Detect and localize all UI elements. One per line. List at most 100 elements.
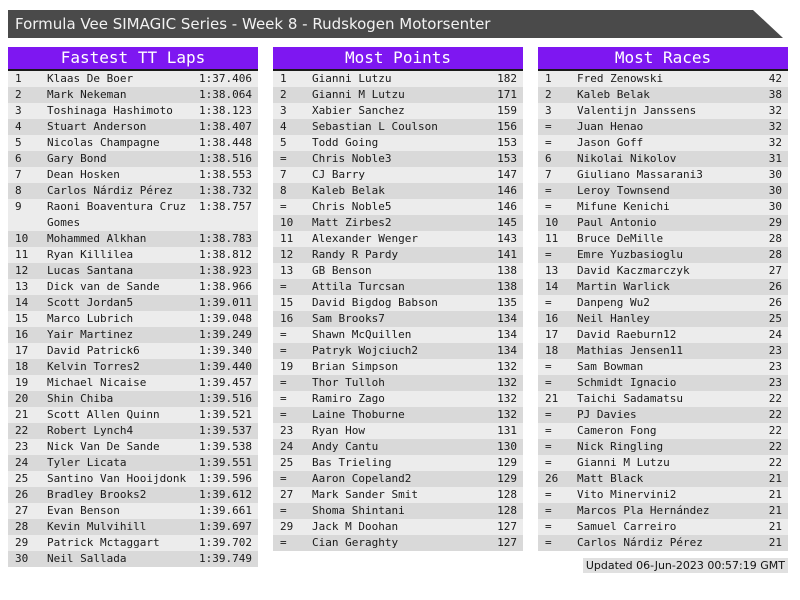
row-value: 38 bbox=[768, 88, 782, 101]
row-name: Carlos Nárdiz Pérez bbox=[47, 184, 173, 197]
row-rank: 27 bbox=[280, 488, 294, 501]
row-name: Santino Van Hooijdonk bbox=[47, 472, 187, 485]
table-row: 21 Scott Allen Quinn 1:39.521 bbox=[8, 407, 258, 423]
row-rank: 23 bbox=[280, 424, 294, 437]
row-value: 22 bbox=[768, 440, 782, 453]
table-row: = Chris Noble3 153 bbox=[273, 151, 523, 167]
row-value: 21 bbox=[768, 472, 782, 485]
row-rank: 14 bbox=[15, 296, 29, 309]
row-name: Yair Martinez bbox=[47, 328, 134, 341]
row-value: 29 bbox=[768, 216, 782, 229]
row-name: David Patrick6 bbox=[47, 344, 140, 357]
row-value: 21 bbox=[768, 504, 782, 517]
row-name: Mark Sander Smit bbox=[312, 488, 418, 501]
row-name: Cian Geraghty bbox=[312, 536, 399, 549]
row-value: 134 bbox=[497, 328, 517, 341]
row-name: Fred Zenowski bbox=[577, 72, 664, 85]
row-name: Nick Ringling bbox=[577, 440, 664, 453]
row-value: 182 bbox=[497, 72, 517, 85]
row-rank: = bbox=[545, 488, 552, 501]
row-value: 129 bbox=[497, 472, 517, 485]
table-row: = Thor Tulloh 132 bbox=[273, 375, 523, 391]
leaderboard-panels: Fastest TT Laps 1 Klaas De Boer 1:37.406 2 M… bbox=[8, 47, 788, 567]
row-rank: = bbox=[280, 408, 287, 421]
row-name: Shawn McQuillen bbox=[312, 328, 412, 341]
row-name: Leroy Townsend bbox=[577, 184, 670, 197]
row-name: Marcos Pla Hernández bbox=[577, 504, 710, 517]
table-row: 2 Kaleb Belak 38 bbox=[538, 87, 788, 103]
row-value: 26 bbox=[768, 296, 782, 309]
table-row: 17 David Raeburn12 24 bbox=[538, 327, 788, 343]
table-row: 27 Mark Sander Smit 128 bbox=[273, 487, 523, 503]
row-rank: = bbox=[280, 504, 287, 517]
row-name: Danpeng Wu2 bbox=[577, 296, 650, 309]
row-name: Matt Zirbes2 bbox=[312, 216, 392, 229]
row-value: 141 bbox=[497, 248, 517, 261]
row-name: Evan Benson bbox=[47, 504, 120, 517]
row-name: Dean Hosken bbox=[47, 168, 120, 181]
table-row: = Schmidt Ignacio 23 bbox=[538, 375, 788, 391]
row-rank: 27 bbox=[15, 504, 29, 517]
row-rank: 2 bbox=[280, 88, 287, 101]
row-name: Shin Chiba bbox=[47, 392, 114, 405]
row-rank: = bbox=[280, 280, 287, 293]
row-value: 1:38.516 bbox=[199, 152, 252, 165]
row-rank: 16 bbox=[545, 312, 559, 325]
table-row: 8 Carlos Nárdiz Pérez 1:38.732 bbox=[8, 183, 258, 199]
row-name: Ryan Killilea bbox=[47, 248, 134, 261]
row-value: 27 bbox=[768, 264, 782, 277]
table-most-races: 1 Fred Zenowski 42 2 Kaleb Belak 38 3 Valentijn… bbox=[538, 71, 788, 551]
table-row: 2 Gianni M Lutzu 171 bbox=[273, 87, 523, 103]
row-rank: = bbox=[545, 536, 552, 549]
row-name: Sebastian L Coulson bbox=[312, 120, 438, 133]
row-value: 21 bbox=[768, 520, 782, 533]
row-rank: 30 bbox=[15, 552, 29, 565]
table-row: 1 Fred Zenowski 42 bbox=[538, 71, 788, 87]
row-rank: 3 bbox=[545, 104, 552, 117]
row-rank: 15 bbox=[280, 296, 294, 309]
row-value: 1:38.123 bbox=[199, 104, 252, 117]
table-row: 27 Evan Benson 1:39.661 bbox=[8, 503, 258, 519]
row-name: Raoni Boaventura Cruz Gomes bbox=[47, 200, 187, 229]
table-row: 12 Lucas Santana 1:38.923 bbox=[8, 263, 258, 279]
row-name: Aaron Copeland2 bbox=[312, 472, 412, 485]
row-value: 1:38.064 bbox=[199, 88, 252, 101]
table-row: = Emre Yuzbasioglu 28 bbox=[538, 247, 788, 263]
panel-most-points: Most Points 1 Gianni Lutzu 182 2 Gianni M Lu… bbox=[273, 47, 523, 567]
row-value: 131 bbox=[497, 424, 517, 437]
row-rank: 12 bbox=[280, 248, 294, 261]
row-name: Neil Sallada bbox=[47, 552, 127, 565]
row-name: Mark Nekeman bbox=[47, 88, 127, 101]
row-name: Bradley Brooks2 bbox=[47, 488, 147, 501]
table-row: 6 Nikolai Nikolov 31 bbox=[538, 151, 788, 167]
row-name: Ramiro Zago bbox=[312, 392, 385, 405]
row-value: 134 bbox=[497, 344, 517, 357]
row-rank: 29 bbox=[280, 520, 294, 533]
row-name: CJ Barry bbox=[312, 168, 365, 181]
row-name: Taichi Sadamatsu bbox=[577, 392, 683, 405]
table-row: 5 Todd Going 153 bbox=[273, 135, 523, 151]
row-name: David Kaczmarczyk bbox=[577, 264, 690, 277]
table-row: 10 Matt Zirbes2 145 bbox=[273, 215, 523, 231]
row-value: 145 bbox=[497, 216, 517, 229]
table-row: = Mifune Kenichi 30 bbox=[538, 199, 788, 215]
row-name: Patrick Mctaggart bbox=[47, 536, 160, 549]
row-rank: = bbox=[545, 520, 552, 533]
row-rank: 18 bbox=[545, 344, 559, 357]
row-name: Kevin Mulvihill bbox=[47, 520, 147, 533]
table-row: 5 Nicolas Champagne 1:38.448 bbox=[8, 135, 258, 151]
row-name: Sam Bowman bbox=[577, 360, 644, 373]
row-name: David Bigdog Babson bbox=[312, 296, 438, 309]
row-rank: 14 bbox=[545, 280, 559, 293]
row-value: 1:39.697 bbox=[199, 520, 252, 533]
row-name: Thor Tulloh bbox=[312, 376, 385, 389]
row-name: GB Benson bbox=[312, 264, 372, 277]
table-row: 11 Ryan Killilea 1:38.812 bbox=[8, 247, 258, 263]
table-row: = Laine Thoburne 132 bbox=[273, 407, 523, 423]
row-rank: 1 bbox=[280, 72, 287, 85]
row-name: Todd Going bbox=[312, 136, 379, 149]
row-value: 22 bbox=[768, 408, 782, 421]
row-rank: 26 bbox=[15, 488, 29, 501]
table-row: 25 Bas Trieling 129 bbox=[273, 455, 523, 471]
row-rank: 13 bbox=[280, 264, 294, 277]
